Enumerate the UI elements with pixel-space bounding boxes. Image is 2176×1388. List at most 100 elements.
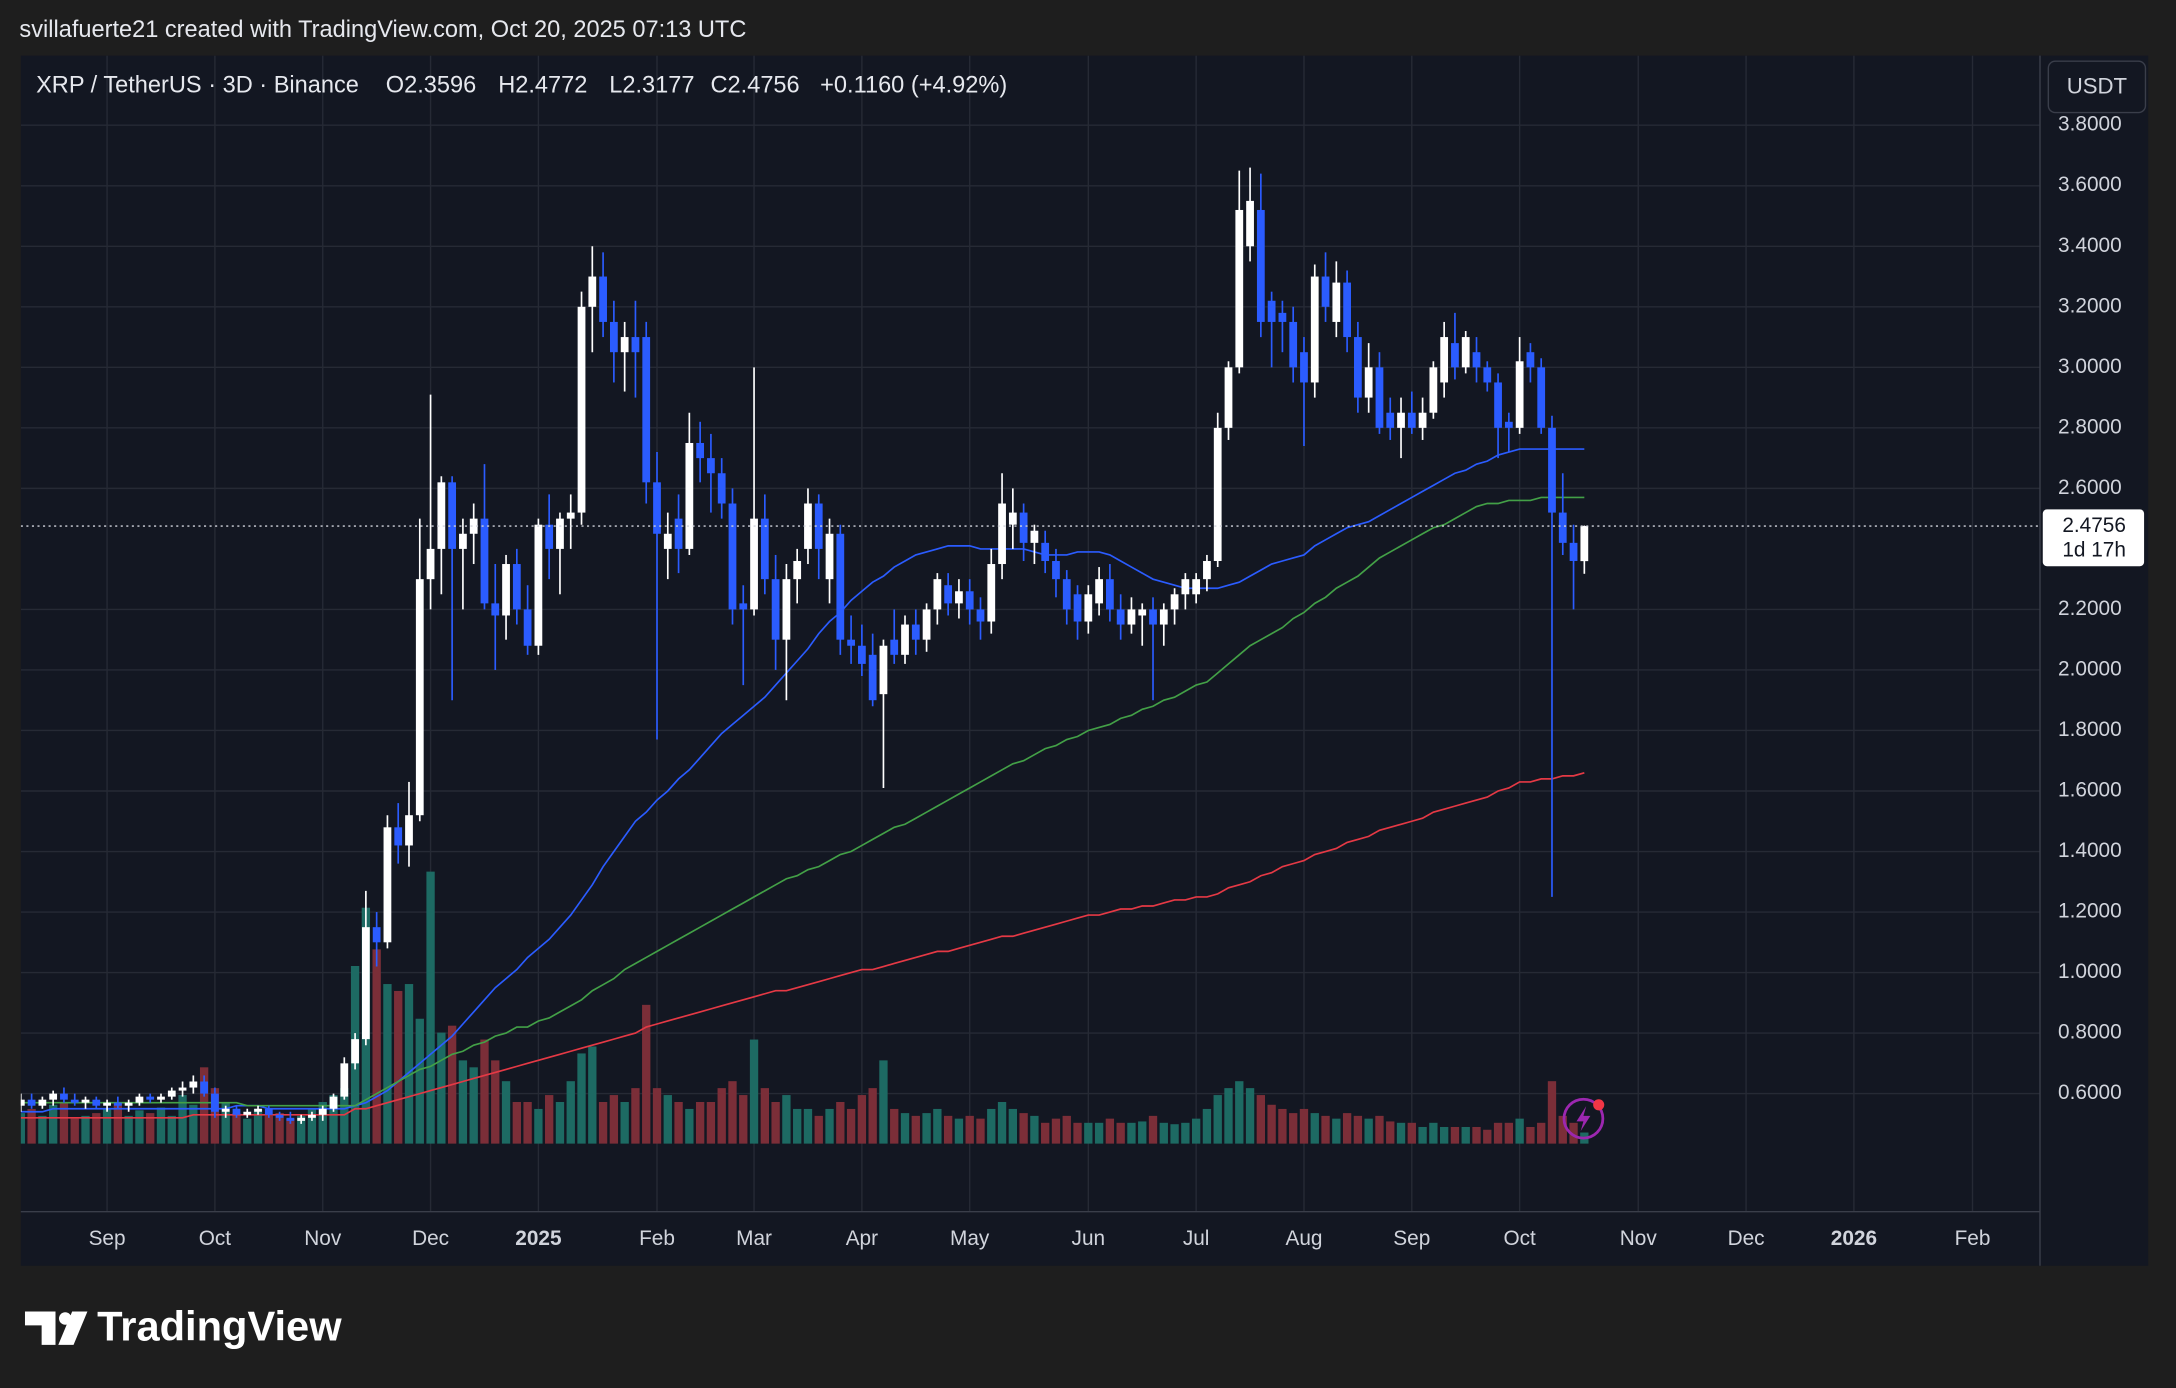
volume-bar — [1245, 1088, 1255, 1144]
volume-bar — [92, 1113, 101, 1144]
candle-body — [329, 1096, 338, 1109]
volume-bar — [1278, 1108, 1287, 1144]
candle-body — [1407, 412, 1416, 428]
candle-body — [167, 1090, 176, 1097]
volume-bar — [1084, 1122, 1093, 1144]
candle-body — [211, 1093, 219, 1112]
volume-bar — [825, 1108, 834, 1144]
candle-body — [426, 548, 435, 580]
candle-body — [1149, 609, 1157, 625]
volume-bar — [1019, 1113, 1028, 1144]
x-tick-label: Oct — [1503, 1227, 1536, 1250]
candle-body — [60, 1093, 68, 1100]
volume-bar — [1429, 1122, 1438, 1144]
candle-body — [825, 533, 834, 580]
alert-dot[interactable] — [1593, 1099, 1605, 1111]
candle-body — [27, 1099, 36, 1106]
candle-body — [663, 533, 672, 549]
candle-body — [1569, 542, 1578, 562]
x-tick-label: Dec — [412, 1227, 449, 1250]
candle-body — [534, 524, 543, 646]
candle-body — [308, 1114, 316, 1118]
candle-body — [1461, 337, 1470, 368]
candle-body — [804, 503, 812, 549]
candle-body — [1019, 512, 1028, 543]
volume-bar — [1537, 1122, 1546, 1144]
y-tick-label: 3.8000 — [2058, 113, 2122, 136]
candle-body — [1159, 609, 1168, 625]
volume-bar — [1386, 1121, 1395, 1144]
volume-bar — [1094, 1122, 1104, 1144]
volume-bar — [1526, 1126, 1535, 1144]
candle-body — [1332, 282, 1341, 322]
volume-bar — [1116, 1122, 1125, 1144]
x-tick-label: Dec — [1728, 1227, 1765, 1250]
alert-icon[interactable] — [1562, 1097, 1605, 1140]
volume-bar — [1008, 1108, 1018, 1144]
y-tick-label: 2.0000 — [2058, 657, 2122, 680]
candle-body — [901, 624, 909, 655]
candle-body — [1127, 609, 1136, 625]
candle-body — [1105, 579, 1114, 610]
volume-bar — [1235, 1081, 1244, 1144]
volume-bar — [1170, 1124, 1179, 1144]
volume-bar — [782, 1095, 791, 1144]
high-label: H2.4772 — [498, 71, 587, 97]
candle-body — [1041, 542, 1050, 562]
candle-body — [911, 624, 920, 640]
candle-body — [1537, 367, 1546, 428]
candle-body — [1364, 367, 1373, 398]
candle-body — [70, 1099, 79, 1103]
candle-body — [38, 1099, 47, 1106]
candle-body — [1192, 579, 1201, 595]
candle-body — [965, 591, 974, 610]
volume-bar — [739, 1095, 748, 1144]
volume-bar — [577, 1053, 586, 1144]
volume-bar — [1062, 1115, 1071, 1144]
volume-bar — [1041, 1122, 1050, 1144]
volume-bar — [868, 1088, 877, 1144]
volume-bar — [1418, 1126, 1427, 1144]
y-tick-label: 1.0000 — [2058, 960, 2122, 983]
volume-bar — [199, 1067, 209, 1144]
candle-body — [750, 518, 758, 610]
volume-bar — [1202, 1108, 1212, 1144]
candle-body — [1278, 312, 1287, 322]
candle-body — [469, 518, 478, 534]
volume-bar — [1138, 1121, 1147, 1144]
candle-body — [92, 1099, 101, 1106]
axes: 3.8000 3.6000 3.4000 3.2000 3.0000 2.8000 2.60… — [89, 113, 2145, 1250]
volume-bar — [997, 1102, 1007, 1144]
candle-body — [178, 1087, 187, 1091]
candle-body — [620, 337, 629, 353]
candle-body — [933, 579, 942, 610]
volume-bar — [933, 1108, 942, 1144]
alert-ring[interactable] — [1562, 1097, 1605, 1140]
volume-bar — [167, 1115, 176, 1144]
volume-bar — [1310, 1113, 1319, 1144]
x-tick-label: Sep — [1393, 1227, 1430, 1250]
candle-body — [1030, 530, 1039, 543]
volume-bar — [469, 1067, 478, 1144]
candle-body — [361, 927, 370, 1040]
candle-body — [760, 518, 769, 580]
currency-button[interactable] — [2047, 60, 2147, 114]
currency-label[interactable]: USDT — [2067, 73, 2128, 98]
volume-bar — [340, 1088, 349, 1144]
alert-bolt[interactable] — [1576, 1106, 1591, 1132]
candle-body — [491, 603, 500, 616]
volume-bar — [253, 1108, 263, 1144]
y-tick-label: 1.4000 — [2058, 839, 2122, 862]
candle-body — [103, 1102, 111, 1106]
volume-bar — [415, 1018, 424, 1144]
x-tick-label: Feb — [639, 1227, 675, 1250]
candle-body — [566, 512, 575, 519]
candle-body — [879, 645, 888, 695]
attribution: svillafuerte21 created with TradingView.… — [19, 16, 746, 42]
volume-bar — [1051, 1118, 1061, 1144]
volume-bar — [523, 1102, 532, 1144]
x-tick-label: Nov — [304, 1227, 342, 1250]
candle-body — [739, 603, 748, 610]
candle-body — [857, 645, 866, 664]
candle-body — [1321, 276, 1330, 307]
